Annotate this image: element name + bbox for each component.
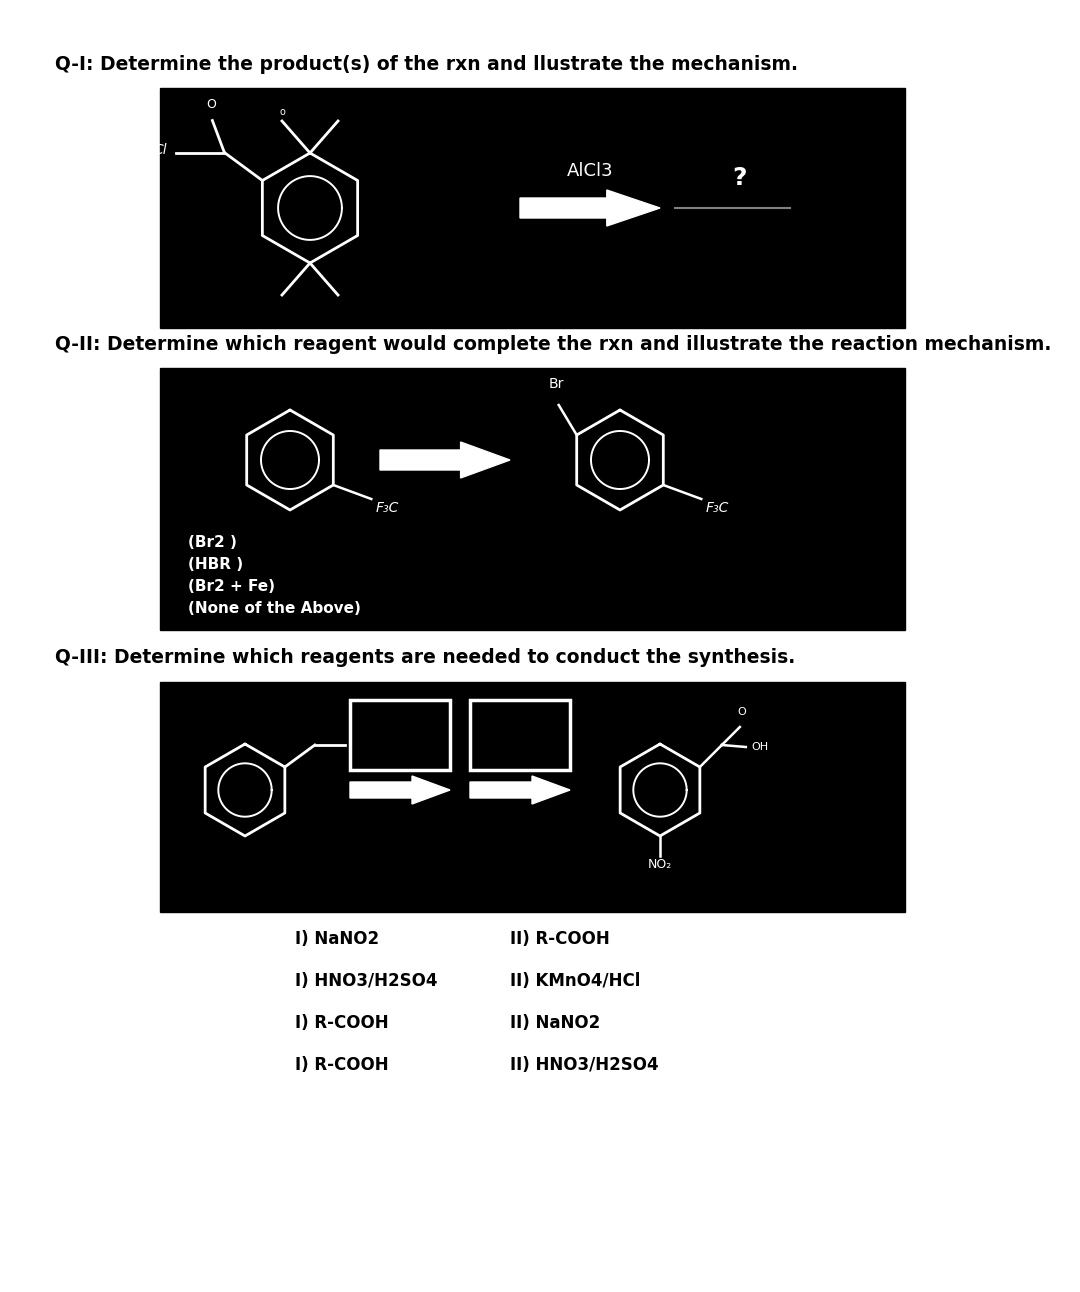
Text: I) HNO3/H2SO4: I) HNO3/H2SO4 — [295, 972, 437, 990]
Polygon shape — [380, 442, 510, 478]
Text: ?: ? — [732, 165, 747, 190]
Text: II) R-COOH: II) R-COOH — [510, 930, 610, 948]
Polygon shape — [470, 776, 570, 804]
Text: OH: OH — [752, 742, 769, 752]
Bar — [160, 88, 905, 328]
Text: II) KMnO4/HCl: II) KMnO4/HCl — [510, 972, 640, 990]
Text: Q-II: Determine which reagent would complete the rxn and illustrate the reaction: Q-II: Determine which reagent would comp… — [55, 335, 1051, 354]
Text: F₃C: F₃C — [376, 501, 399, 516]
Text: F₃C: F₃C — [705, 501, 729, 516]
Bar — [470, 700, 570, 770]
Bar — [160, 368, 905, 630]
Text: (None of the Above): (None of the Above) — [188, 601, 361, 616]
Text: II) NaNO2: II) NaNO2 — [510, 1014, 600, 1032]
Text: NO₂: NO₂ — [648, 858, 672, 871]
Text: I) R-COOH: I) R-COOH — [295, 1014, 389, 1032]
Text: II) HNO3/H2SO4: II) HNO3/H2SO4 — [510, 1056, 659, 1074]
Text: (HBR ): (HBR ) — [188, 557, 243, 572]
Text: o: o — [279, 107, 285, 118]
Text: (Br2 ): (Br2 ) — [188, 535, 237, 550]
Text: Q-III: Determine which reagents are needed to conduct the synthesis.: Q-III: Determine which reagents are need… — [55, 649, 795, 667]
Polygon shape — [519, 190, 660, 226]
Text: I) NaNO2: I) NaNO2 — [295, 930, 379, 948]
Text: I) R-COOH: I) R-COOH — [295, 1056, 389, 1074]
Bar — [160, 682, 905, 912]
Text: (Br2 + Fe): (Br2 + Fe) — [188, 579, 275, 594]
Bar — [350, 700, 450, 770]
Text: O: O — [206, 97, 216, 111]
Text: Br: Br — [549, 377, 565, 391]
Polygon shape — [350, 776, 450, 804]
Text: AlCl3: AlCl3 — [567, 162, 613, 180]
Text: Q-I: Determine the product(s) of the rxn and llustrate the mechanism.: Q-I: Determine the product(s) of the rxn… — [55, 56, 798, 74]
Text: O: O — [738, 707, 746, 717]
Text: Cl: Cl — [153, 143, 167, 158]
